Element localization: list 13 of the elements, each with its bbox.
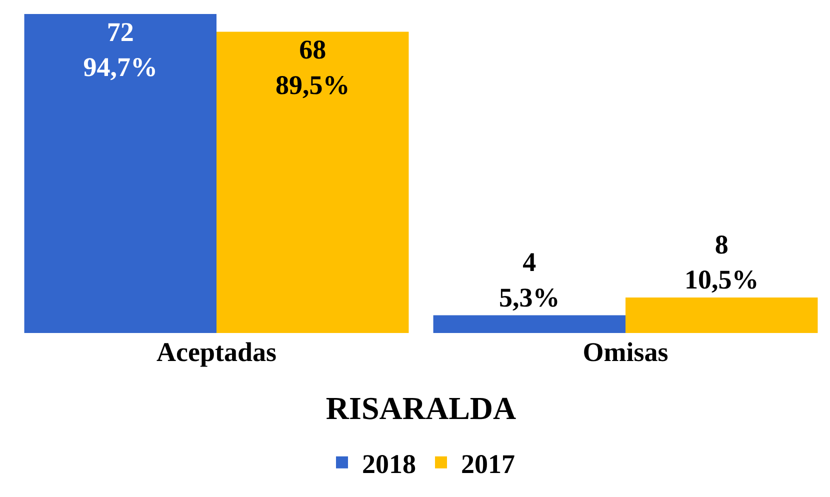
x-axis-title: RISARALDA — [326, 390, 516, 426]
x-tick-label: Aceptadas — [156, 337, 276, 367]
legend-label: 2018 — [362, 448, 416, 479]
bar — [433, 315, 626, 333]
bar — [216, 32, 409, 333]
x-tick-label: Omisas — [582, 337, 668, 367]
bar — [24, 14, 216, 333]
data-label: 4 5,3% — [499, 247, 560, 312]
data-label: 68 89,5% — [275, 34, 350, 100]
data-label: 8 10,5% — [684, 229, 759, 295]
legend-label: 2017 — [461, 448, 515, 479]
data-label: 72 94,7% — [83, 17, 158, 82]
bar — [626, 298, 818, 333]
